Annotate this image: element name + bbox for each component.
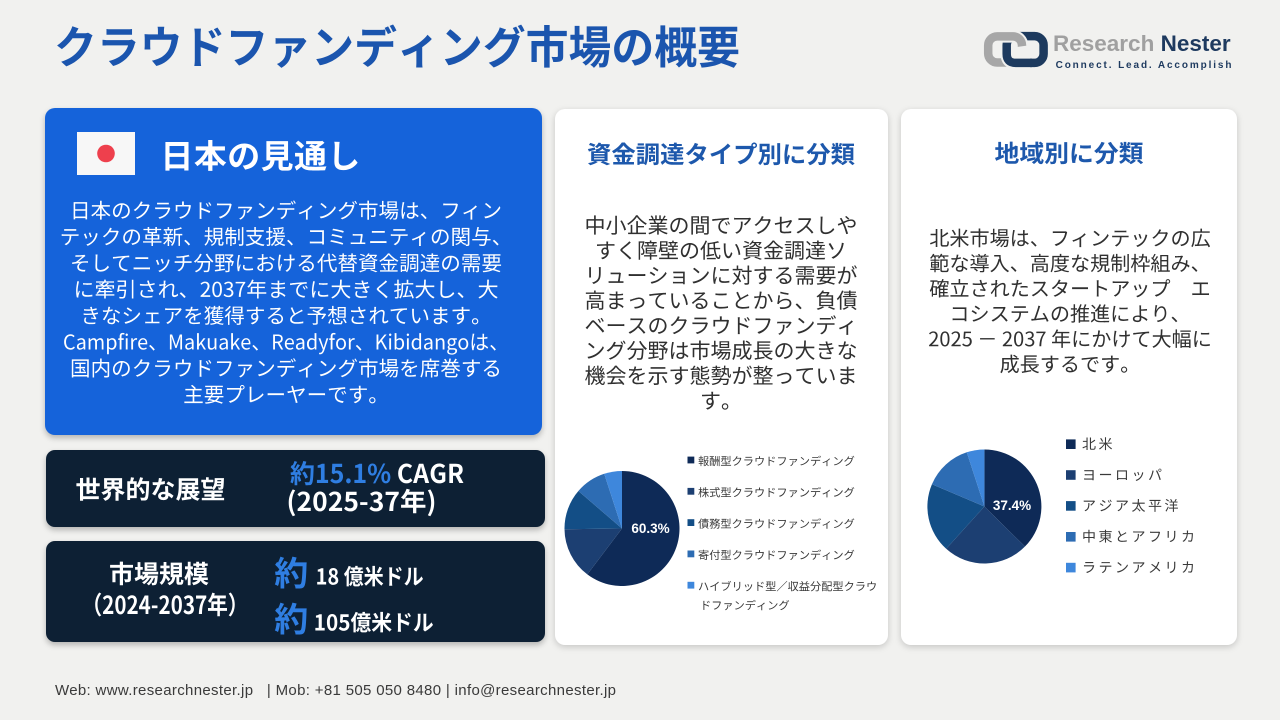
svg-text:Connect. Lead. Accomplish: Connect. Lead. Accomplish — [1056, 60, 1234, 71]
svg-text:37.4%: 37.4% — [993, 498, 1031, 513]
svg-text:60.3%: 60.3% — [631, 521, 669, 536]
svg-text:Research Nester: Research Nester — [1053, 31, 1231, 56]
svg-text:Web: www.researchnester.jp |: Web: www.researchnester.jp | Mob: +81 50… — [55, 682, 616, 699]
